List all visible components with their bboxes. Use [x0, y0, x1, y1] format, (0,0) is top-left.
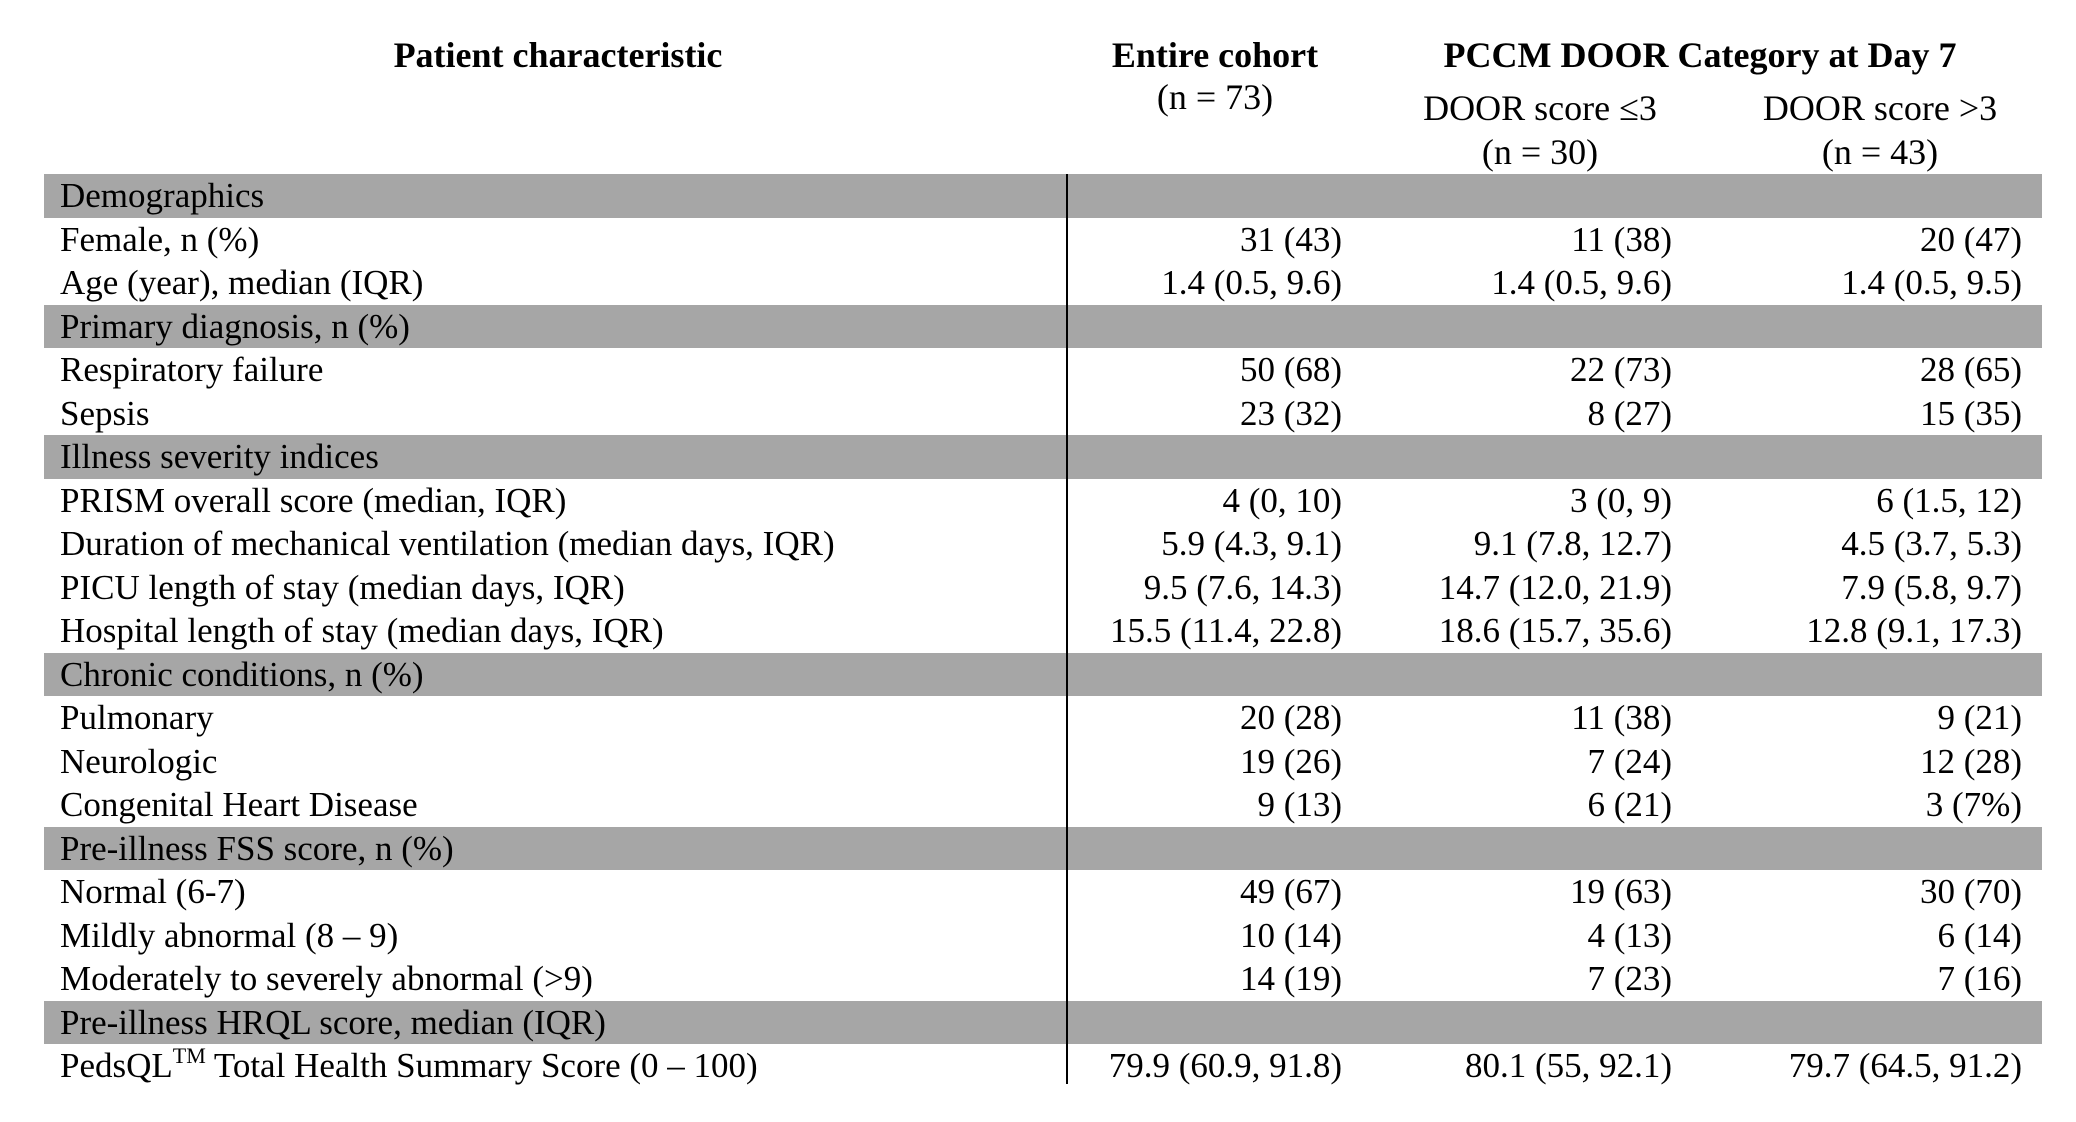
table-row: Pulmonary 20 (28) 11 (38) 9 (21) — [44, 696, 2042, 740]
cohort-value: 79.9 (60.9, 91.8) — [1108, 1046, 1342, 1085]
table-row: Mildly abnormal (8 – 9) 10 (14) 4 (13) 6 (1… — [44, 914, 2042, 958]
cohort-value: 9.5 (7.6, 14.3) — [1143, 567, 1342, 607]
header-door-high: DOOR score >3 — [1762, 88, 1998, 128]
cohort-value: 31 (43) — [1239, 219, 1342, 259]
door-low-value: 8 (27) — [1587, 393, 1672, 433]
header-door-high-n: (n = 43) — [1821, 132, 1939, 172]
door-low-value: 6 (21) — [1587, 785, 1672, 824]
table-row: Age (year), median (IQR) 1.4 (0.5, 9.6) 1.… — [44, 261, 2042, 305]
header-door-group-title: PCCM DOOR Category at Day 7 — [1443, 35, 1957, 75]
table-row: Normal (6-7) 49 (67) 19 (63) 30 (70) — [44, 870, 2042, 914]
section-label: Chronic conditions, n (%) — [60, 654, 424, 694]
table-row: PedsQLTM Total Health Summary Score (0 –… — [44, 1044, 2042, 1088]
table-row: Duration of mechanical ventilation (medi… — [44, 522, 2042, 566]
section-label: Demographics — [60, 176, 265, 215]
door-low-value: 4 (13) — [1587, 915, 1672, 955]
door-high-value: 12 (28) — [1919, 741, 2022, 781]
header-entire-cohort: Entire cohort — [1111, 35, 1319, 75]
door-low-value: 3 (0, 9) — [1569, 480, 1672, 520]
door-high-value: 3 (7%) — [1925, 785, 2022, 824]
cohort-value: 1.4 (0.5, 9.6) — [1161, 263, 1342, 302]
section-label: Primary diagnosis, n (%) — [60, 306, 410, 346]
door-high-value: 20 (47) — [1919, 219, 2022, 259]
door-high-value: 7.9 (5.8, 9.7) — [1841, 567, 2022, 607]
section-label: Pre-illness FSS score, n (%) — [60, 828, 454, 868]
door-high-value: 9 (21) — [1937, 698, 2022, 737]
door-high-value: 6 (1.5, 12) — [1876, 480, 2022, 520]
row-label: Neurologic — [60, 741, 218, 781]
row-label: Congenital Heart Disease — [60, 785, 418, 824]
door-high-value: 4.5 (3.7, 5.3) — [1841, 524, 2022, 563]
cohort-value: 50 (68) — [1239, 350, 1342, 389]
door-high-value: 79.7 (64.5, 91.2) — [1788, 1046, 2022, 1085]
door-low-value: 1.4 (0.5, 9.6) — [1491, 263, 1672, 302]
table-row: Neurologic 19 (26) 7 (24) 12 (28) — [44, 740, 2042, 784]
section-header-row: Chronic conditions, n (%) — [44, 652, 2042, 696]
header-patient-characteristic: Patient characteristic — [393, 35, 723, 75]
section-label: Illness severity indices — [60, 437, 379, 476]
door-low-value: 11 (38) — [1571, 698, 1672, 737]
door-low-value: 19 (63) — [1569, 872, 1672, 911]
cohort-value: 10 (14) — [1239, 915, 1342, 955]
row-label: Duration of mechanical ventilation (medi… — [60, 524, 835, 563]
table-row: Moderately to severely abnormal (>9) 14 (… — [44, 957, 2042, 1001]
table-row: Respiratory failure 50 (68) 22 (73) 28 (65) — [44, 348, 2042, 392]
section-header-row: Pre-illness HRQL score, median (IQR) — [44, 1000, 2042, 1044]
cohort-value: 15.5 (11.4, 22.8) — [1109, 611, 1342, 650]
table-row: Congenital Heart Disease 9 (13) 6 (21) 3 (7… — [44, 783, 2042, 827]
door-high-value: 15 (35) — [1919, 393, 2022, 433]
trademark-superscript: TM — [172, 1043, 206, 1068]
section-header-row: Illness severity indices — [44, 435, 2042, 479]
characteristics-table: Demographics Female, n (%) 31 (43) 11 (38) 2… — [44, 174, 2042, 1088]
door-high-value: 30 (70) — [1919, 872, 2022, 911]
cohort-value: 5.9 (4.3, 9.1) — [1161, 524, 1342, 563]
row-label: Female, n (%) — [60, 219, 260, 259]
cohort-value: 14 (19) — [1239, 959, 1342, 998]
row-label: Respiratory failure — [60, 350, 324, 389]
column-divider — [1066, 174, 1068, 1084]
section-header-row: Pre-illness FSS score, n (%) — [44, 826, 2042, 870]
row-label: PICU length of stay (median days, IQR) — [60, 567, 625, 607]
door-low-value: 80.1 (55, 92.1) — [1464, 1046, 1672, 1085]
door-low-value: 9.1 (7.8, 12.7) — [1473, 524, 1672, 563]
table-row: PRISM overall score (median, IQR) 4 (0, 1… — [44, 479, 2042, 523]
cohort-value: 49 (67) — [1239, 872, 1342, 911]
row-label: PRISM overall score (median, IQR) — [60, 480, 567, 520]
door-low-value: 7 (24) — [1587, 741, 1672, 781]
cohort-value: 4 (0, 10) — [1222, 480, 1342, 520]
section-header-row: Demographics — [44, 174, 2042, 218]
door-high-value: 6 (14) — [1937, 915, 2022, 955]
table-row: PICU length of stay (median days, IQR) 9.… — [44, 566, 2042, 610]
section-label: Pre-illness HRQL score, median (IQR) — [60, 1002, 606, 1042]
door-high-value: 1.4 (0.5, 9.5) — [1841, 263, 2022, 302]
row-label: Mildly abnormal (8 – 9) — [60, 915, 399, 955]
row-label: Pulmonary — [60, 698, 214, 737]
cohort-value: 23 (32) — [1239, 393, 1342, 433]
table-row: Hospital length of stay (median days, IQ… — [44, 609, 2042, 653]
section-header-row: Primary diagnosis, n (%) — [44, 304, 2042, 348]
cohort-value: 9 (13) — [1257, 785, 1342, 824]
door-low-value: 18.6 (15.7, 35.6) — [1438, 611, 1672, 650]
row-label: Age (year), median (IQR) — [60, 263, 424, 302]
door-low-value: 11 (38) — [1571, 219, 1672, 259]
row-label: Hospital length of stay (median days, IQ… — [60, 611, 664, 650]
row-label: Moderately to severely abnormal (>9) — [60, 959, 593, 998]
table-row: Female, n (%) 31 (43) 11 (38) 20 (47) — [44, 218, 2042, 262]
row-label: Normal (6-7) — [60, 872, 246, 911]
header-entire-cohort-n: (n = 73) — [1156, 77, 1274, 117]
row-label: Sepsis — [60, 393, 150, 433]
door-low-value: 7 (23) — [1587, 959, 1672, 998]
row-label: PedsQLTM Total Health Summary Score (0 –… — [60, 1043, 758, 1086]
cohort-value: 19 (26) — [1239, 741, 1342, 781]
header-door-low-n: (n = 30) — [1481, 132, 1599, 172]
door-high-value: 7 (16) — [1937, 959, 2022, 998]
header-door-low: DOOR score ≤3 — [1423, 88, 1657, 128]
door-high-value: 12.8 (9.1, 17.3) — [1806, 611, 2022, 650]
door-low-value: 14.7 (12.0, 21.9) — [1438, 567, 1672, 607]
door-high-value: 28 (65) — [1919, 350, 2022, 389]
cohort-value: 20 (28) — [1239, 698, 1342, 737]
table-row: Sepsis 23 (32) 8 (27) 15 (35) — [44, 392, 2042, 436]
door-low-value: 22 (73) — [1569, 350, 1672, 389]
